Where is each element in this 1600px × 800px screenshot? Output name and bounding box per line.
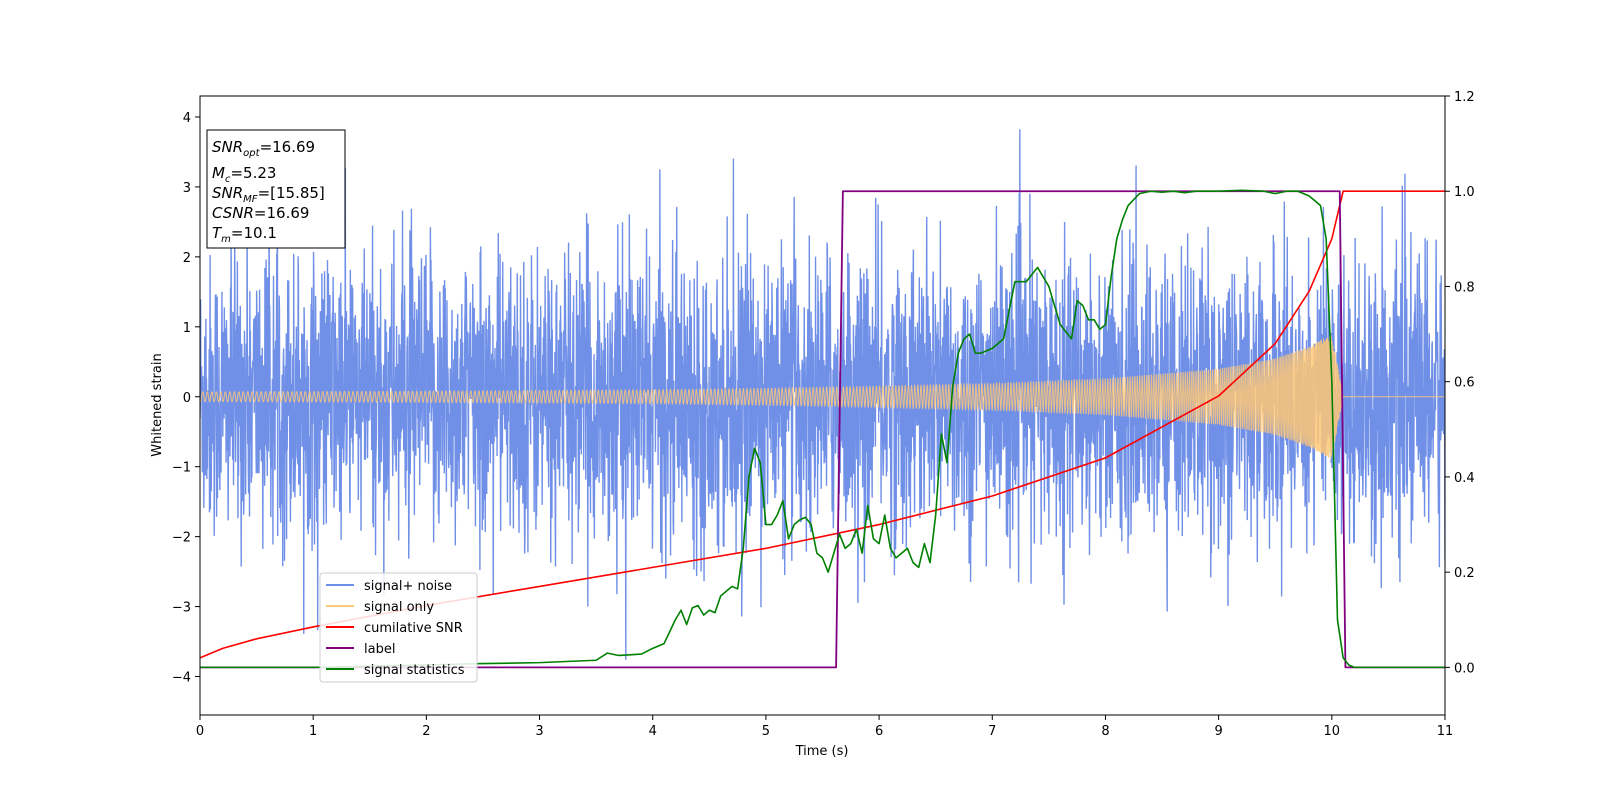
- info-snr-opt: SNRopt=16.69: [212, 138, 315, 159]
- x-tick-label: 0: [196, 724, 204, 739]
- y-tick-label: 0: [183, 391, 191, 406]
- legend-frame: [319, 572, 478, 683]
- y2-tick-label: 1.2: [1454, 90, 1475, 105]
- y-axis-label: Whitened strain: [150, 353, 165, 456]
- y2-tick-label: 1.0: [1454, 185, 1475, 200]
- legend-label-cumulative-snr: cumilative SNR: [364, 621, 463, 636]
- info-tm: Tm=10.1: [212, 224, 277, 245]
- info-csnr: CSNR=16.69: [212, 204, 309, 222]
- y-tick-label: −2: [172, 531, 191, 546]
- series-cumulative-snr: [200, 190, 1445, 659]
- x-tick-label: 10: [1324, 724, 1341, 739]
- y-axis-right: 0.0 0.2 0.4 0.6 0.8 1.0 1.2: [1445, 90, 1475, 676]
- x-tick-label: 1: [309, 724, 317, 739]
- x-axis: 0 1 2 3 4 5 6 7 8 9 10 11: [196, 715, 1453, 739]
- y2-tick-label: 0.8: [1454, 280, 1475, 295]
- info-snr-mf: SNRMF=[15.85]: [212, 184, 325, 205]
- info-mc: Mc=5.23: [212, 164, 276, 185]
- series-signal-only: [200, 335, 1445, 460]
- x-tick-label: 3: [535, 724, 543, 739]
- x-tick-label: 5: [762, 724, 770, 739]
- legend-label-signal-noise: signal+ noise: [364, 579, 452, 594]
- y-tick-label: 4: [183, 111, 191, 126]
- x-tick-label: 2: [422, 724, 430, 739]
- legend-label-signal-only: signal only: [364, 600, 434, 615]
- y-tick-label: 2: [183, 251, 191, 266]
- x-tick-label: 9: [1214, 724, 1222, 739]
- x-tick-label: 8: [1101, 724, 1109, 739]
- x-tick-label: 4: [649, 724, 657, 739]
- x-tick-label: 11: [1437, 724, 1454, 739]
- y2-tick-label: 0.0: [1454, 661, 1475, 676]
- y-tick-label: 3: [183, 181, 191, 196]
- y-tick-label: −3: [172, 601, 191, 616]
- x-tick-label: 6: [875, 724, 883, 739]
- plot-frame: [199, 95, 1446, 716]
- info-box-frame: [206, 129, 346, 249]
- info-box: SNRopt=16.69 Mc=5.23 SNRMF=[15.85] CSNR=…: [206, 129, 346, 249]
- legend-label-label: label: [364, 642, 395, 657]
- y-tick-label: −4: [172, 671, 191, 686]
- legend-label-signal-statistics: signal statistics: [364, 663, 465, 678]
- legend: signal+ noise signal only cumilative SNR la…: [319, 572, 478, 683]
- series-signal-statistics: [200, 189, 1445, 669]
- plot-area: [200, 129, 1445, 669]
- y-tick-label: 1: [183, 321, 191, 336]
- y-axis-left: −4 −3 −2 −1 0 1 2 3 4: [172, 111, 200, 686]
- x-axis-label: Time (s): [795, 744, 849, 759]
- x-tick-label: 7: [988, 724, 996, 739]
- y-tick-label: −1: [172, 461, 191, 476]
- y2-tick-label: 0.2: [1454, 566, 1475, 581]
- y2-tick-label: 0.6: [1454, 376, 1475, 391]
- y2-tick-label: 0.4: [1454, 471, 1475, 486]
